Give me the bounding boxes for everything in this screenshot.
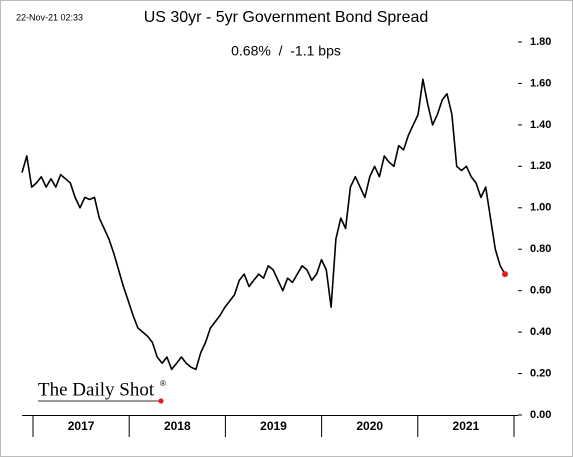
y-tick-label: 1.20: [530, 160, 551, 172]
x-tick-label: 2020: [356, 419, 383, 433]
x-tick-label: 2019: [260, 419, 287, 433]
source: The Daily Shot: [38, 379, 155, 400]
source-mark: ®: [160, 379, 166, 388]
y-tick-label: 1.60: [530, 77, 551, 89]
y-tick-label: 0.20: [530, 367, 551, 379]
source-logo: The Daily Shot ®: [38, 379, 166, 404]
logo-dot: [158, 398, 164, 404]
y-tick-label: 0.40: [530, 326, 551, 338]
x-tick-label: 2017: [68, 419, 95, 433]
chart-title: US 30yr - 5yr Government Bond Spread: [144, 9, 429, 26]
y-tick-label: 1.40: [530, 119, 551, 131]
x-tick-label: 2021: [453, 419, 480, 433]
timestamp: 22-Nov-21 02:33: [16, 12, 83, 22]
last-point: [502, 271, 508, 278]
y-tick-label: 0.60: [530, 285, 551, 297]
y-tick-label: 1.00: [530, 202, 551, 214]
y-tick-label: 0.80: [530, 243, 551, 255]
chart-subtitle: 0.68% / -1.1 bps: [231, 43, 341, 59]
y-tick-label: 1.80: [530, 36, 551, 48]
x-tick-label: 2018: [164, 419, 191, 433]
data-line: [21, 78, 506, 371]
y-tick-label: 0.00: [530, 409, 551, 421]
